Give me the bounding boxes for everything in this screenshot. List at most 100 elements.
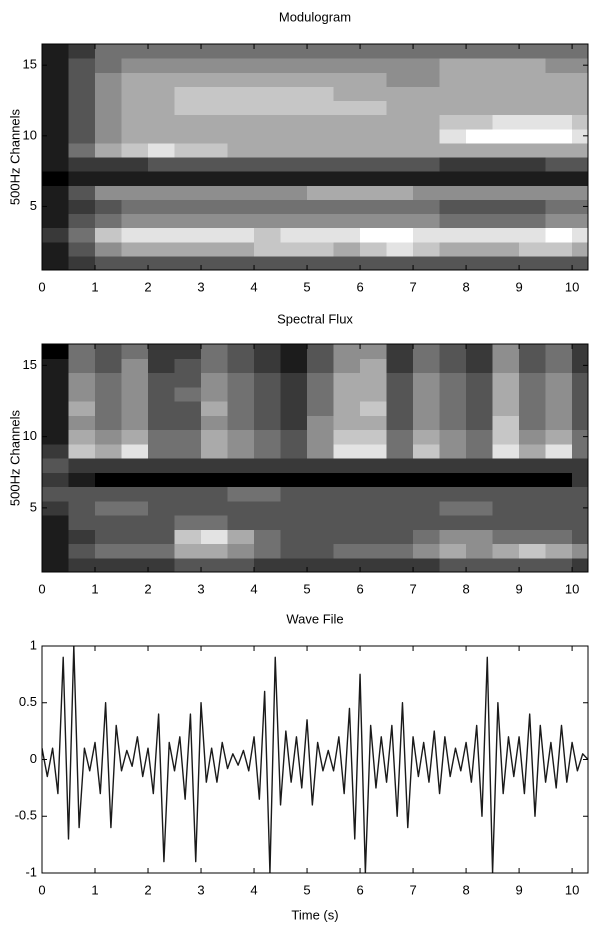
heat-cell	[307, 213, 335, 229]
heat-cell	[360, 401, 388, 416]
heat-cell	[386, 199, 414, 214]
x-tick-label: 4	[250, 581, 257, 596]
heat-cell	[333, 429, 361, 445]
heat-cell	[280, 386, 308, 402]
heat-cell	[95, 157, 123, 172]
chart-title: Spectral Flux	[277, 311, 353, 326]
heat-cell	[42, 458, 70, 473]
heat-cell	[545, 114, 573, 130]
heat-cell	[572, 458, 588, 473]
heat-cell	[333, 543, 361, 559]
heat-cell	[68, 358, 96, 373]
heat-cell	[95, 241, 123, 257]
heat-cell	[201, 241, 229, 257]
x-tick-label: 7	[409, 279, 416, 294]
heat-cell	[519, 443, 547, 459]
heat-cell	[95, 443, 123, 459]
heat-cell	[227, 199, 255, 214]
heat-cell	[42, 100, 70, 116]
heat-cell	[466, 241, 494, 257]
heat-cell	[95, 372, 123, 388]
heat-cell	[439, 213, 467, 229]
y-tick-label: 10	[23, 127, 37, 142]
heat-cell	[466, 227, 494, 243]
heat-cell	[307, 142, 335, 158]
heat-cell	[121, 185, 149, 200]
heat-cell	[148, 344, 176, 359]
heat-cell	[307, 557, 335, 572]
heat-cell	[386, 241, 414, 257]
heat-cell	[572, 171, 588, 186]
heat-cell	[360, 58, 388, 73]
heat-cell	[519, 142, 547, 158]
heat-cell	[148, 227, 176, 243]
heat-cell	[68, 72, 96, 87]
heat-cell	[333, 500, 361, 516]
x-tick-label: 9	[515, 882, 522, 897]
heat-cell	[68, 157, 96, 172]
heat-cell	[174, 199, 202, 214]
heat-cell	[280, 429, 308, 445]
heat-cell	[466, 142, 494, 158]
heat-cell	[492, 557, 520, 572]
heat-cell	[121, 358, 149, 373]
heat-cell	[572, 44, 588, 59]
heat-cell	[360, 241, 388, 257]
heat-cell	[42, 199, 70, 214]
heat-cell	[227, 458, 255, 473]
heat-cell	[519, 171, 547, 186]
heat-cell	[492, 543, 520, 559]
heat-cell	[386, 372, 414, 388]
heat-cell	[492, 429, 520, 445]
heat-cell	[572, 114, 588, 130]
heat-cell	[413, 372, 441, 388]
heat-cell	[519, 58, 547, 73]
heat-cell	[121, 372, 149, 388]
x-tick-label: 5	[303, 882, 310, 897]
heat-cell	[545, 199, 573, 214]
heat-cell	[413, 543, 441, 559]
heat-cell	[227, 128, 255, 144]
heat-cell	[42, 386, 70, 402]
heat-cell	[386, 58, 414, 73]
heat-cell	[254, 372, 282, 388]
heat-cell	[254, 72, 282, 87]
heat-cell	[254, 44, 282, 59]
x-tick-label: 2	[144, 581, 151, 596]
heat-cell	[201, 386, 229, 402]
heat-cell	[360, 185, 388, 200]
heat-cell	[68, 486, 96, 502]
heat-cell	[413, 500, 441, 516]
x-tick-label: 0	[38, 581, 45, 596]
heat-cell	[254, 114, 282, 130]
heat-cell	[227, 157, 255, 172]
heat-cell	[466, 515, 494, 530]
heat-cell	[466, 100, 494, 116]
heat-cell	[333, 241, 361, 257]
heat-cell	[333, 515, 361, 530]
heat-cell	[360, 529, 388, 544]
heat-cell	[121, 543, 149, 559]
heat-cell	[227, 213, 255, 229]
heat-cell	[121, 486, 149, 502]
heat-cell	[413, 171, 441, 186]
heat-cell	[68, 344, 96, 359]
heat-cell	[174, 185, 202, 200]
heat-cell	[95, 255, 123, 270]
heat-cell	[466, 344, 494, 359]
heat-cell	[280, 199, 308, 214]
heat-cell	[174, 500, 202, 516]
heat-cell	[413, 199, 441, 214]
heat-cell	[227, 401, 255, 416]
heat-cell	[466, 213, 494, 229]
heat-cell	[519, 386, 547, 402]
y-tick-label: 10	[23, 428, 37, 443]
heat-cell	[68, 114, 96, 130]
heat-cell	[68, 171, 96, 186]
heat-cell	[68, 429, 96, 445]
heat-cell	[307, 199, 335, 214]
y-axis-label: 500Hz Channels	[7, 108, 22, 205]
heat-cell	[68, 515, 96, 530]
heat-cell	[439, 458, 467, 473]
heat-cell	[439, 255, 467, 270]
